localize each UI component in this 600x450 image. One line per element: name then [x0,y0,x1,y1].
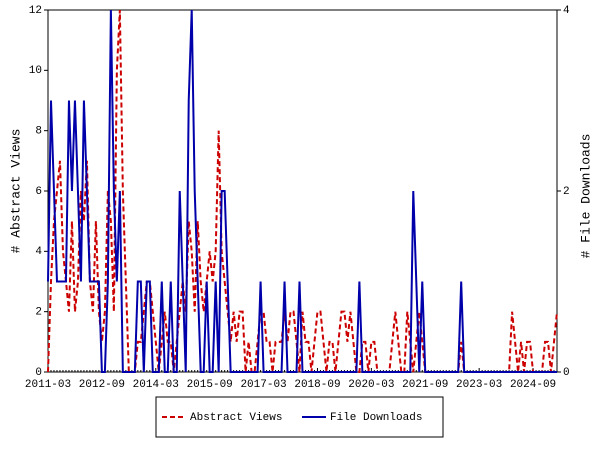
x-tick-label: 2021-09 [402,379,448,391]
y-tick-label: 8 [35,126,42,138]
y-tick-label: 10 [29,65,42,77]
x-tick-label: 2014-03 [133,379,179,391]
y2-axis-label: # File Downloads [578,134,593,259]
legend-label: Abstract Views [190,412,282,424]
series-line [47,9,558,373]
x-tick-label: 2020-03 [348,379,394,391]
legend-box [155,396,444,438]
x-tick-label: 2012-09 [79,379,125,391]
legend-label: File Downloads [330,412,422,424]
y2-tick-label: 4 [563,5,570,17]
x-tick-label: 2015-09 [187,379,233,391]
y-tick-label: 2 [35,307,42,319]
y-tick-label: 0 [35,367,42,379]
x-tick-label: 2023-03 [456,379,502,391]
y2-tick-label: 2 [563,186,570,198]
x-tick-label: 2018-09 [294,379,340,391]
y2-tick-label: 0 [563,367,570,379]
y-tick-label: 6 [35,186,42,198]
x-tick-label: 2011-03 [25,379,71,391]
y-tick-label: 12 [29,5,42,17]
y-tick-label: 4 [35,246,42,258]
x-tick-label: 2024-09 [510,379,556,391]
y-axis-label: # Abstract Views [8,129,23,254]
series-line [47,9,557,373]
x-tick-label: 2017-03 [240,379,286,391]
